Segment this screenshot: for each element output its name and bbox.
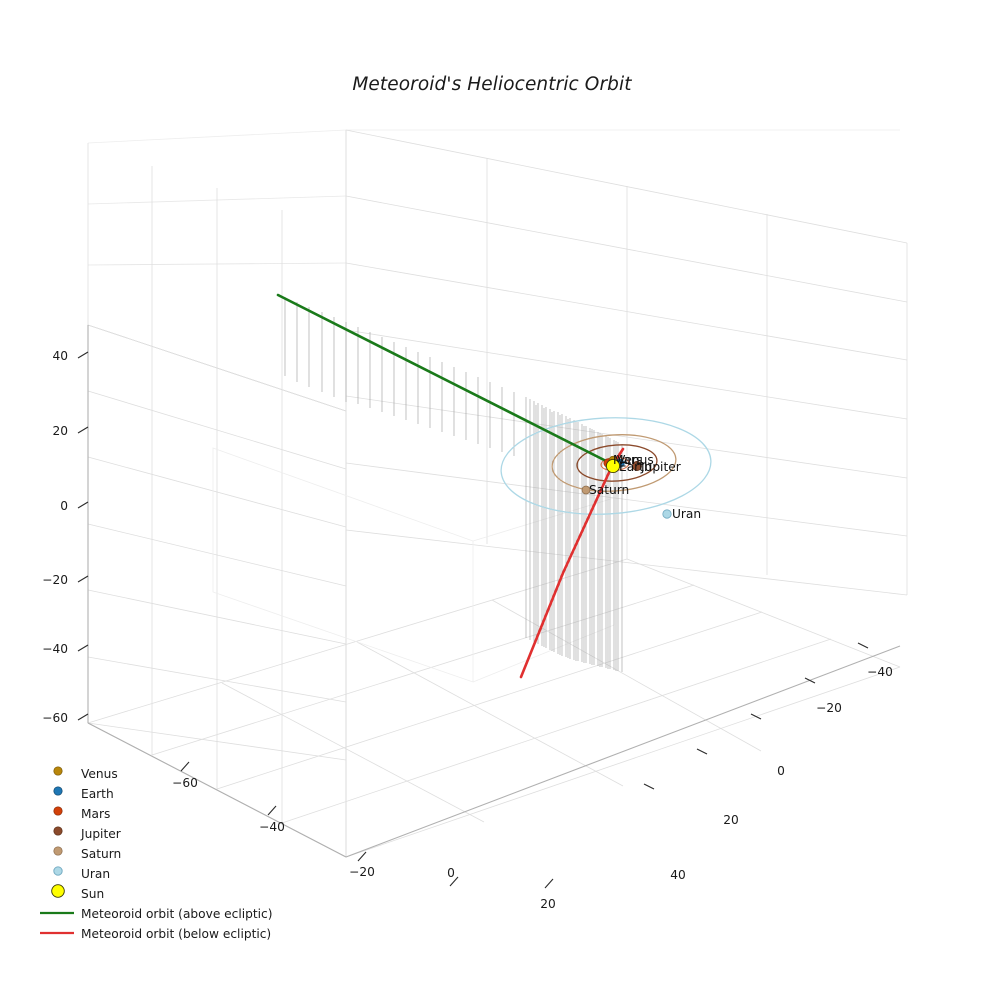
y-axis-ticks	[643, 642, 869, 790]
legend-label: Mars	[81, 807, 110, 821]
pane-back-grid	[87, 129, 347, 411]
legend-marker-earth-icon	[53, 786, 63, 796]
legend-label: Uran	[81, 867, 110, 881]
legend-item-jupiter[interactable]: Jupiter	[53, 826, 122, 841]
orbit-saturn	[551, 434, 677, 492]
meteoroid-orbit-above-ecliptic	[276, 293, 614, 466]
legend-label: Jupiter	[80, 827, 122, 841]
z-tick-label: 20	[52, 424, 68, 438]
marker-uran	[662, 509, 672, 519]
planet-label-earth: Earth	[619, 460, 652, 474]
legend-label: Meteoroid orbit (below ecliptic)	[81, 927, 271, 941]
meteoroid-orbit-below-ecliptic	[519, 447, 625, 679]
legend-item-saturn[interactable]: Saturn	[53, 846, 121, 861]
z-tick-label: −20	[42, 573, 68, 587]
y-tick-label: −20	[816, 701, 842, 715]
legend-marker-saturn-icon	[53, 846, 63, 856]
legend-label: Meteoroid orbit (above ecliptic)	[81, 907, 273, 921]
planet-label-mars: Mars	[613, 453, 642, 467]
x-axis-ticks	[180, 761, 554, 889]
legend-marker-sun-icon	[51, 884, 65, 898]
legend-item-earth[interactable]: Earth	[53, 786, 114, 801]
legend-label: Sun	[81, 887, 104, 901]
legend-item-below-ecliptic[interactable]: Meteoroid orbit (below ecliptic)	[40, 927, 271, 941]
x-tick-label: −20	[349, 865, 375, 879]
legend-item-uran[interactable]: Uran	[53, 866, 110, 881]
legend-label: Earth	[81, 787, 114, 801]
legend-item-mars[interactable]: Mars	[53, 806, 111, 821]
legend-item-sun[interactable]: Sun	[51, 884, 104, 901]
axis-spines	[87, 325, 901, 858]
z-tick-label: 40	[52, 349, 68, 363]
legend-item-above-ecliptic[interactable]: Meteoroid orbit (above ecliptic)	[40, 907, 273, 921]
page-title: Meteoroid's Heliocentric Orbit	[352, 74, 632, 95]
x-tick-label: 20	[540, 897, 556, 911]
pane-floor-grid	[87, 558, 901, 858]
planet-label-saturn: Saturn	[589, 483, 629, 497]
marker-sun	[605, 458, 621, 474]
legend-marker-mars-icon	[53, 806, 63, 816]
planet-markers	[581, 455, 672, 519]
legend-marker-jupiter-icon	[53, 826, 63, 836]
orbit-uran	[500, 417, 712, 515]
legend-marker-uran-icon	[53, 866, 63, 876]
z-tick-label: 0	[60, 499, 68, 513]
y-tick-label: 20	[723, 813, 739, 827]
z-axis-ticks	[77, 351, 89, 721]
legend-item-venus[interactable]: Venus	[53, 766, 118, 781]
legend-label: Saturn	[81, 847, 121, 861]
planet-label-venus: Venus	[617, 453, 654, 467]
marker-jupiter	[632, 461, 642, 471]
planet-label-jupiter: Jupiter	[640, 460, 682, 474]
z-tick-label: −60	[42, 711, 68, 725]
x-tick-label: 0	[447, 866, 455, 880]
legend-label: Venus	[81, 767, 118, 781]
marker-saturn	[581, 485, 591, 495]
y-tick-label: 0	[777, 764, 785, 778]
y-tick-label: 40	[670, 868, 686, 882]
orbit-jupiter	[576, 444, 658, 482]
x-tick-label: −40	[259, 820, 285, 834]
legend-marker-venus-icon	[53, 766, 63, 776]
z-tick-label: −40	[42, 642, 68, 656]
planet-label-uran: Uran	[672, 507, 701, 521]
x-tick-label: −60	[172, 776, 198, 790]
y-tick-label: −40	[867, 665, 893, 679]
